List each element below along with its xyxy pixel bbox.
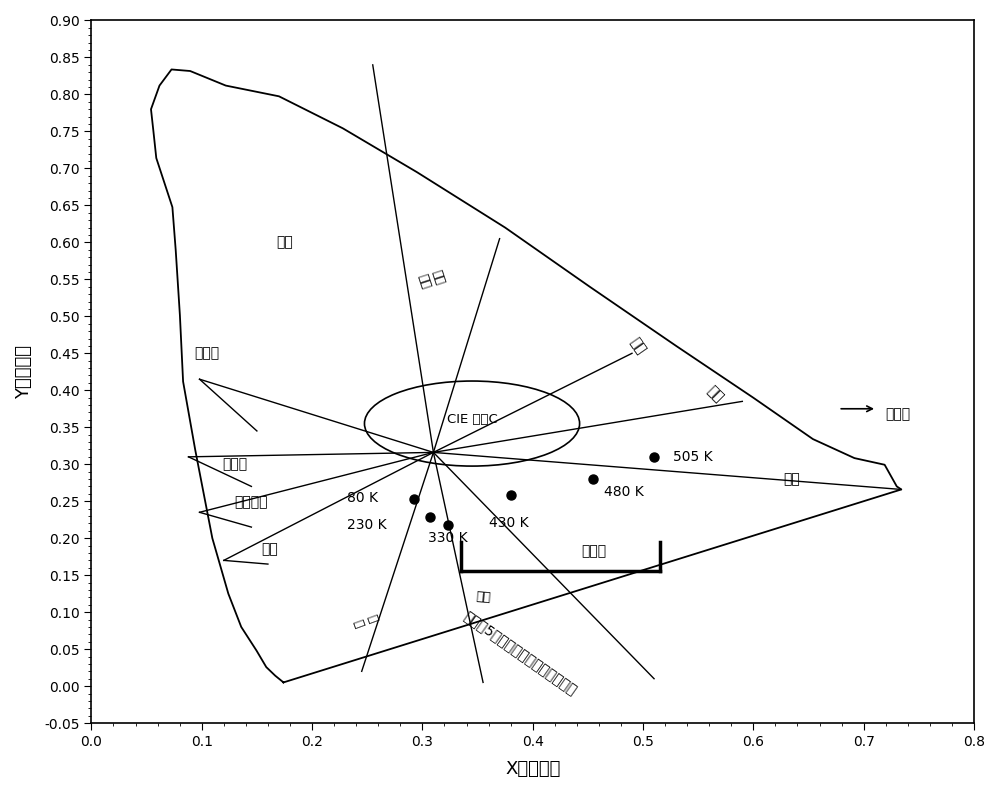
- Text: 紫
蓝: 紫 蓝: [351, 613, 379, 630]
- Text: 橙红色: 橙红色: [886, 407, 911, 421]
- Text: 橙色: 橙色: [704, 383, 726, 405]
- Text: 80 K: 80 K: [347, 491, 378, 504]
- Text: 蓝色: 蓝色: [262, 542, 279, 556]
- Text: 230 K: 230 K: [347, 518, 387, 532]
- Text: 330 K: 330 K: [428, 531, 468, 546]
- Text: 实施例5样品随温度变化的发光颜色: 实施例5样品随温度变化的发光颜色: [461, 608, 579, 697]
- Text: 红紫色: 红紫色: [581, 545, 606, 558]
- Text: 蓝绿色: 蓝绿色: [222, 458, 247, 471]
- Text: 480 K: 480 K: [604, 485, 644, 500]
- Text: CIE 光源C: CIE 光源C: [447, 413, 497, 427]
- Text: 绿色: 绿色: [276, 236, 293, 249]
- Text: 深蓝绿色: 深蓝绿色: [235, 496, 268, 510]
- Y-axis label: Y色度坐标: Y色度坐标: [15, 345, 33, 399]
- X-axis label: X色度坐标: X色度坐标: [505, 760, 560, 778]
- Text: 505 K: 505 K: [673, 450, 712, 464]
- Text: 青绿色: 青绿色: [195, 347, 220, 360]
- Text: 紫红: 紫红: [475, 590, 491, 604]
- Text: 430 K: 430 K: [489, 516, 528, 531]
- Text: 黄色: 黄色: [627, 335, 648, 357]
- Text: 红色: 红色: [784, 472, 800, 486]
- Text: 黄绿
橙绿: 黄绿 橙绿: [416, 268, 447, 291]
